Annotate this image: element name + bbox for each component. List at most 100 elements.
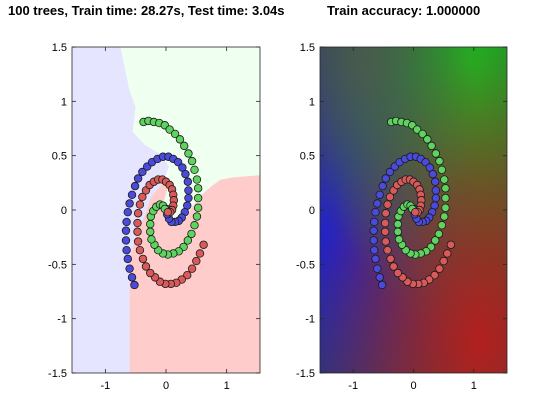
data-point-blue: [125, 264, 134, 273]
data-point-green: [437, 221, 447, 230]
y-tick-label: 0: [309, 205, 315, 217]
data-point-green: [192, 175, 202, 184]
data-point-blue: [373, 199, 382, 208]
region-blue: [72, 47, 170, 373]
data-point-blue: [173, 157, 183, 167]
data-point-green: [441, 193, 450, 203]
data-point-green: [193, 193, 203, 203]
data-point-green: [435, 156, 444, 166]
data-point-blue: [431, 186, 441, 195]
data-point-blue: [377, 280, 387, 290]
data-point-red: [146, 268, 155, 278]
x-tick-label: -1: [348, 380, 358, 392]
data-point-red: [389, 262, 398, 271]
data-point-blue: [375, 273, 384, 282]
x-tick-label: -1: [100, 380, 110, 392]
data-point-green: [431, 236, 440, 245]
data-point-blue: [127, 190, 137, 199]
data-point-blue: [121, 226, 131, 235]
data-point-red: [135, 200, 145, 209]
data-point-blue: [130, 280, 139, 290]
data-point-green: [184, 149, 193, 158]
data-point-green: [393, 219, 403, 229]
data-point-blue: [370, 246, 379, 255]
data-point-green: [183, 236, 193, 245]
data-point-green: [434, 229, 444, 239]
data-point-green: [423, 135, 432, 144]
data-point-red: [446, 240, 456, 249]
data-point-red: [133, 237, 143, 246]
y-tick-label: -1.5: [296, 368, 315, 380]
data-point-red: [380, 227, 390, 236]
data-point-red: [163, 207, 173, 217]
data-point-red: [381, 209, 390, 218]
data-point-green: [190, 165, 199, 174]
data-point-blue: [371, 254, 380, 264]
data-point-green: [193, 184, 203, 193]
data-point-green: [187, 229, 196, 239]
data-point-blue: [385, 167, 395, 177]
data-point-blue: [133, 174, 143, 183]
data-point-red: [386, 254, 395, 264]
data-point-blue: [369, 226, 378, 235]
data-point-red: [430, 271, 439, 280]
y-tick-label: 1: [309, 96, 315, 108]
probability-map-plot: -1.5 -1 -0.5 0 0.5 1 1.5 -1 0 1: [296, 42, 508, 392]
data-point-red: [380, 218, 390, 228]
y-tick-label: 0: [61, 205, 67, 217]
data-point-red: [439, 256, 448, 266]
data-point-green: [146, 219, 155, 229]
y-tick-label: -0.5: [296, 259, 315, 271]
data-point-green: [175, 135, 185, 144]
data-point-red: [187, 264, 197, 273]
y-tick-label: -1.5: [48, 368, 67, 380]
data-point-green: [187, 156, 197, 166]
data-point-green: [418, 129, 427, 139]
data-point-blue: [125, 199, 134, 208]
chart-title-left: 100 trees, Train time: 28.27s, Test time…: [8, 3, 285, 18]
data-point-green: [441, 203, 450, 213]
data-point-blue: [431, 177, 440, 186]
data-point-green: [165, 125, 174, 134]
y-tick-label: 0.5: [300, 151, 315, 163]
data-point-red: [138, 192, 147, 202]
data-point-green: [394, 235, 404, 244]
data-point-red: [383, 246, 392, 255]
data-point-blue: [431, 193, 441, 203]
x-tick-label: 0: [163, 380, 169, 392]
y-tick-label: -1: [305, 314, 315, 326]
data-point-blue: [121, 236, 131, 245]
decision-regions-plot: -1.5 -1 -0.5 0 0.5 1 1.5 -1 0 1: [48, 42, 261, 392]
data-point-red: [381, 237, 390, 246]
x-tick-label: 1: [471, 380, 477, 392]
data-point-green: [192, 212, 202, 221]
y-tick-label: -0.5: [48, 259, 67, 271]
data-point-red: [141, 262, 151, 271]
data-point-red: [393, 268, 403, 278]
chart-title-right: Train accuracy: 1.000000: [327, 3, 481, 18]
data-point-blue: [122, 217, 131, 227]
x-tick-label: 0: [410, 380, 416, 392]
data-point-blue: [123, 207, 132, 217]
y-tick-label: 1.5: [300, 42, 315, 54]
data-point-blue: [428, 169, 438, 179]
data-point-red: [199, 240, 208, 249]
data-point-green: [440, 175, 449, 184]
data-point-red: [195, 249, 205, 258]
data-point-green: [412, 125, 422, 134]
data-point-blue: [138, 167, 147, 177]
data-point-red: [383, 200, 392, 209]
y-tick-label: 1: [61, 96, 67, 108]
data-point-red: [135, 246, 145, 255]
data-point-blue: [371, 207, 380, 217]
data-point-green: [441, 184, 450, 193]
data-point-blue: [130, 181, 140, 191]
data-point-red: [411, 207, 420, 217]
region-red: [129, 175, 260, 373]
data-point-green: [170, 129, 180, 139]
data-point-green: [427, 141, 436, 151]
data-point-blue: [378, 181, 387, 191]
data-point-green: [431, 149, 441, 158]
data-point-blue: [184, 186, 193, 195]
